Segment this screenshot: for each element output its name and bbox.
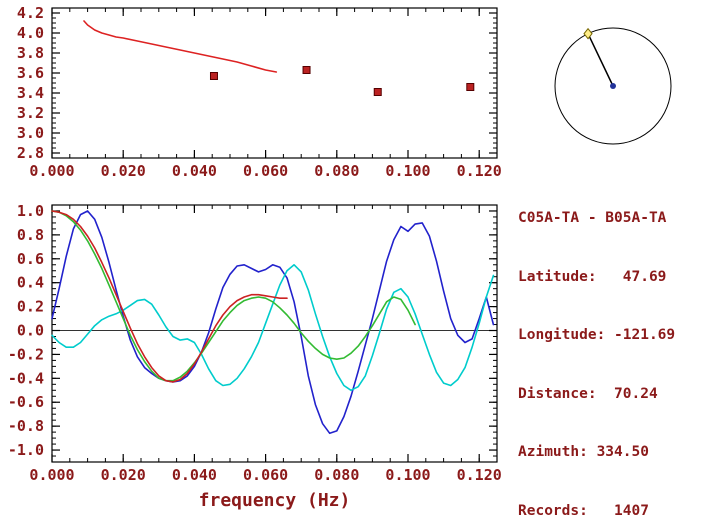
y-tick-label: -1.0 (8, 441, 44, 459)
plot-frame (51, 7, 498, 159)
picked-dispersion-points (209, 72, 218, 80)
y-tick-label: 3.0 (17, 124, 44, 142)
y-tick-label: 0.4 (17, 274, 44, 292)
x-tick-label: 0.060 (243, 162, 288, 180)
y-tick-label: -0.6 (8, 393, 44, 411)
info-azimuth: Azimuth: 334.50 (518, 444, 649, 460)
curve-green (51, 210, 416, 382)
compass-circle (554, 27, 672, 145)
station-info: C05A-TA - B05A-TA Latitude: 47.69 Longit… (518, 170, 675, 519)
x-tick-label: 0.120 (457, 162, 502, 180)
y-tick-label: 0.2 (17, 298, 44, 316)
station-pair-title: C05A-TA - B05A-TA (518, 210, 667, 226)
y-tick-label: 3.2 (17, 104, 44, 122)
y-tick-label: 0.0 (17, 322, 44, 340)
y-tick-label: 0.8 (17, 226, 44, 244)
curve-cyan (51, 264, 495, 392)
x-tick-label: 0.120 (457, 466, 502, 484)
info-distance: Distance: 70.24 (518, 385, 658, 402)
y-tick-label: 2.8 (17, 144, 44, 162)
x-tick-label: 0.080 (314, 162, 359, 180)
group-velocity-curve (83, 20, 278, 73)
y-tick-label: -0.2 (8, 345, 44, 363)
curve-red (51, 210, 288, 383)
y-tick-label: 0.6 (17, 250, 44, 268)
azimuth-marker-diamond (583, 27, 593, 40)
azimuth-compass (554, 27, 672, 145)
compass-center-dot (610, 83, 616, 89)
y-tick-label: 4.2 (17, 4, 44, 22)
x-tick-label: 0.100 (385, 162, 430, 180)
y-tick-label: 4.0 (17, 24, 44, 42)
x-tick-label: 0.040 (172, 466, 217, 484)
x-axis-label: frequency (Hz) (199, 490, 351, 511)
x-tick-label: 0.080 (314, 466, 359, 484)
x-tick-label: 0.020 (101, 466, 146, 484)
info-latitude: Latitude: 47.69 (518, 268, 667, 285)
spectra-chart: 0.000 0.020 0.040 0.060 0.080 0.100 0.120 -1.0 -… (8, 202, 502, 511)
x-tick-label: 0.020 (101, 162, 146, 180)
x-tick-label: 0.000 (29, 466, 74, 484)
info-longitude: Longitude: -121.69 (518, 327, 676, 343)
x-tick-label: 0.100 (385, 466, 430, 484)
x-tick-label: 0.000 (29, 162, 74, 180)
plot-frame (51, 204, 498, 463)
y-tick-label: -0.8 (8, 417, 44, 435)
dispersion-chart: 0.000 0.020 0.040 0.060 0.080 0.100 0.120 2.8 3.… (17, 4, 502, 180)
y-tick-label: 3.4 (17, 84, 44, 102)
picked-dispersion-points (302, 66, 311, 74)
picked-dispersion-points (466, 83, 475, 91)
y-tick-label: 3.6 (17, 64, 44, 82)
picked-dispersion-points (373, 88, 382, 96)
x-tick-label: 0.060 (243, 466, 288, 484)
info-records: Records: 1407 (518, 502, 649, 519)
x-tick-label: 0.040 (172, 162, 217, 180)
y-tick-label: 3.8 (17, 44, 44, 62)
azimuth-needle (587, 33, 614, 87)
y-tick-label: 1.0 (17, 202, 44, 220)
curve-blue (51, 210, 495, 435)
y-tick-label: -0.4 (8, 369, 44, 387)
